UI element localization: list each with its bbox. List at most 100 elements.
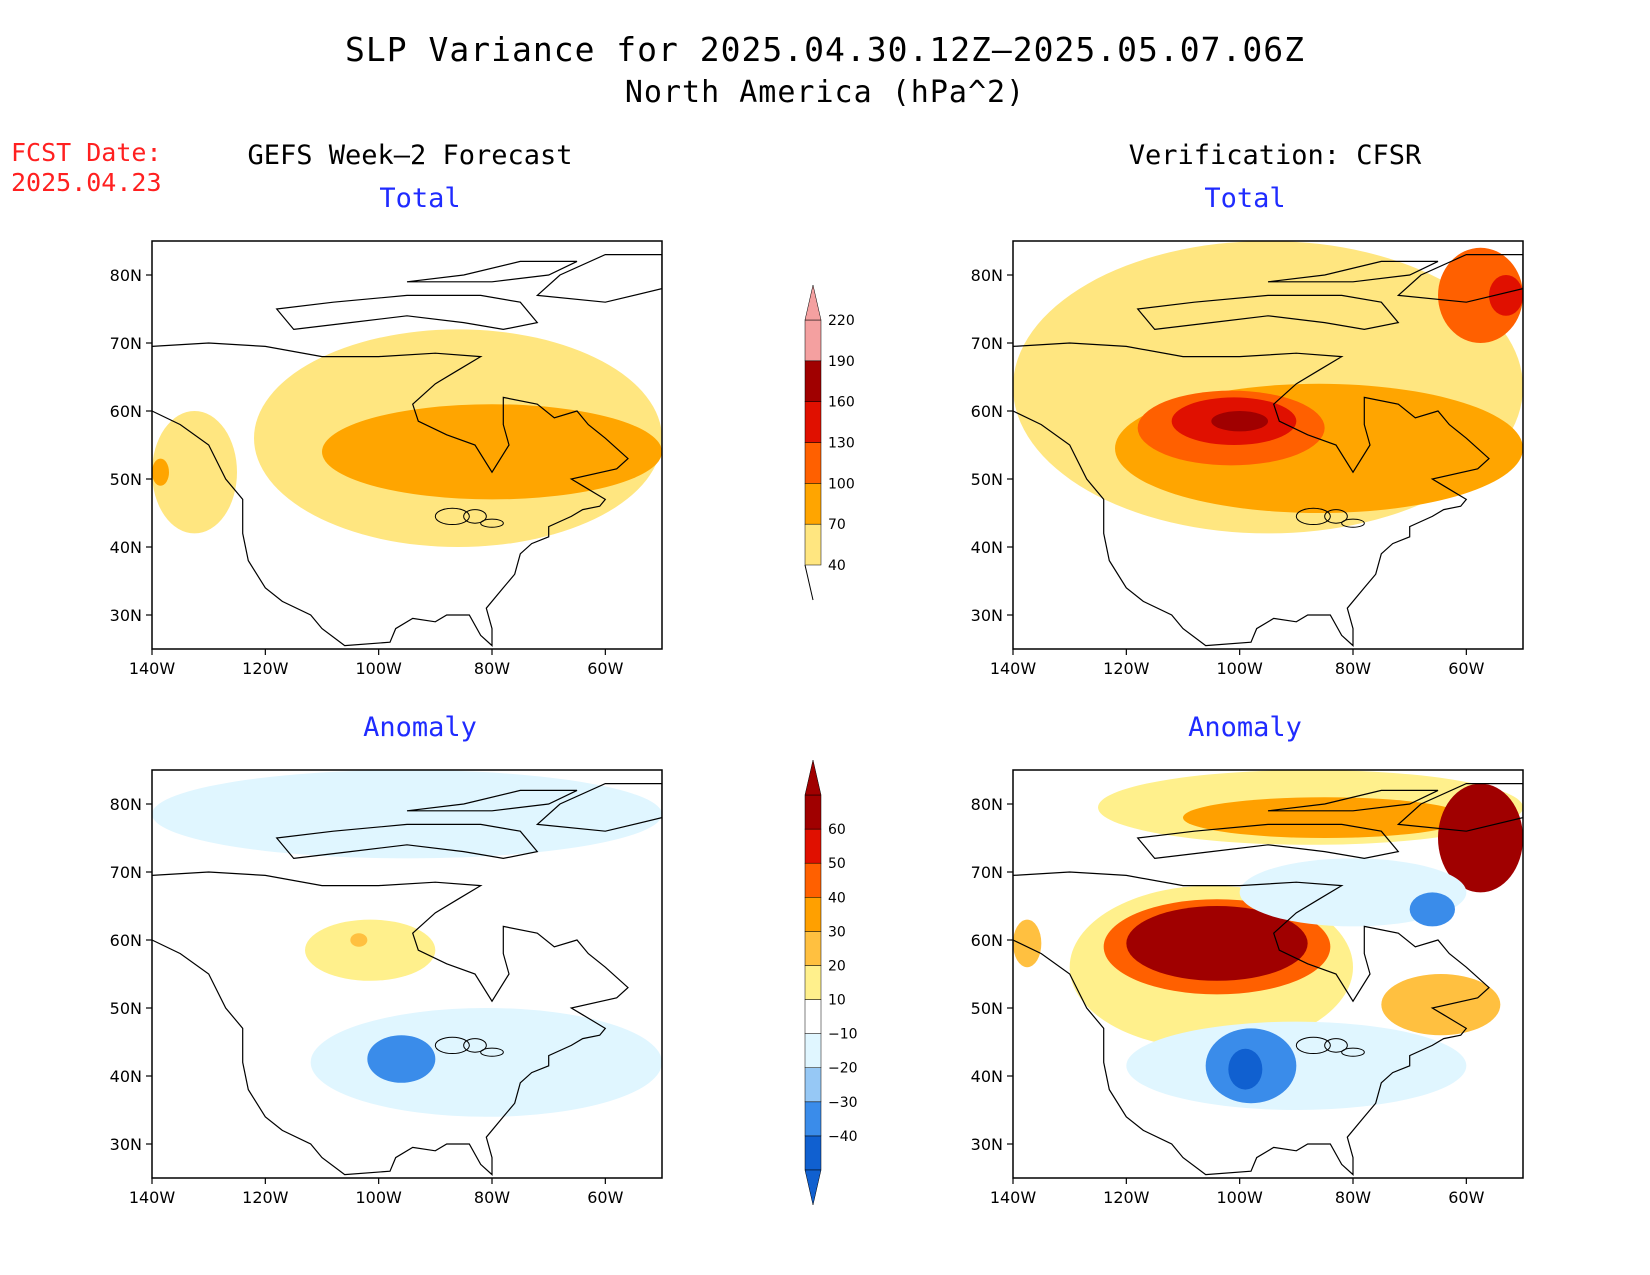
colorbar-anomaly-label: 10 — [828, 993, 846, 1009]
colorbar-total-label: 190 — [828, 354, 855, 370]
x-tick-label: 140W — [990, 1188, 1037, 1207]
colorbar-segment — [804, 862, 822, 898]
colorbar-anomaly-label: −10 — [828, 1027, 858, 1043]
island-outline — [275, 823, 539, 860]
region-level--10 — [1126, 1021, 1467, 1110]
y-tick-label: 60N — [971, 931, 1003, 950]
y-tick-label: 40N — [971, 538, 1003, 557]
colorbar-segment — [804, 897, 822, 932]
colorbar-anomaly: −40 −30 −20 −10 10 20 30 40 50 60 — [804, 759, 858, 1206]
panel-title-forecast-anomaly: Anomaly — [363, 712, 477, 743]
panel-forecast-anomaly: 140W 120W 100W 80W 60W 30N 40N 50N 60N 70N 80N — [110, 769, 663, 1207]
panel-title-verification-total: Total — [1204, 183, 1286, 214]
shaded-regions — [152, 241, 662, 649]
region-level--20 — [367, 1035, 436, 1083]
y-tick-label: 60N — [110, 402, 142, 421]
region-level-60 — [1438, 783, 1523, 893]
island-outline — [1267, 789, 1439, 812]
colorbar-total-label: 100 — [828, 476, 855, 492]
x-tick-label: 100W — [355, 659, 402, 678]
left-column-title: GEFS Week–2 Forecast — [247, 140, 573, 171]
region-level--30 — [1228, 1048, 1263, 1090]
colorbar-segment — [804, 965, 822, 1000]
colorbar-top-arrow — [804, 759, 822, 796]
y-tick-label: 70N — [110, 334, 142, 353]
colorbar-segment — [804, 1033, 822, 1068]
x-tick-label: 80W — [474, 659, 510, 678]
region-level--20 — [1409, 892, 1456, 927]
x-tick-label: 80W — [474, 1188, 510, 1207]
region-level--10 — [310, 1008, 662, 1117]
x-tick-label: 60W — [587, 1188, 623, 1207]
lake-outline — [480, 518, 504, 528]
x-tick-label: 80W — [1335, 659, 1371, 678]
y-tick-label: 60N — [110, 931, 142, 950]
colorbar-top-arrow — [804, 284, 822, 321]
chart-subtitle: North America (hPa^2) — [624, 75, 1026, 110]
panel-title-verification-anomaly: Anomaly — [1188, 712, 1302, 743]
region-level--10 — [1239, 858, 1467, 927]
x-tick-label: 60W — [587, 659, 623, 678]
lake-outline — [1295, 1036, 1331, 1055]
region-level-70 — [152, 458, 169, 486]
y-tick-label: 40N — [110, 1067, 142, 1086]
right-column-title: Verification: CFSR — [1128, 140, 1422, 171]
y-tick-label: 50N — [110, 999, 142, 1018]
y-tick-label: 50N — [971, 999, 1003, 1018]
x-tick-label: 80W — [1335, 1188, 1371, 1207]
colorbar-total-label: 220 — [828, 313, 855, 329]
lake-outline — [463, 1038, 487, 1053]
region-level-20 — [1381, 974, 1501, 1036]
colorbar-segment — [804, 442, 822, 484]
lake-outline — [1341, 518, 1365, 528]
shaded-regions — [152, 770, 662, 1178]
colorbar-segment — [804, 523, 822, 566]
island-outline — [1136, 294, 1400, 331]
island-outline — [406, 789, 578, 812]
island-outline — [535, 254, 662, 303]
x-tick-label: 140W — [129, 1188, 176, 1207]
y-tick-label: 50N — [971, 470, 1003, 489]
x-tick-label: 120W — [242, 659, 289, 678]
x-tick-label: 100W — [355, 1188, 402, 1207]
colorbar-segment — [804, 931, 822, 966]
island-outline — [275, 294, 539, 331]
y-tick-label: 40N — [110, 538, 142, 557]
colorbar-segment — [804, 828, 822, 864]
lake-outline — [463, 509, 487, 524]
x-tick-label: 120W — [1103, 1188, 1150, 1207]
x-tick-label: 120W — [242, 1188, 289, 1207]
lake-outline — [480, 1047, 504, 1057]
lake-outline — [1295, 507, 1331, 526]
forecast-date-label: FCST Date: — [11, 138, 162, 167]
colorbar-total-label: 160 — [828, 395, 855, 411]
region-level-130 — [1489, 275, 1523, 316]
colorbar-anomaly-label: 40 — [828, 890, 846, 906]
lake-outline — [434, 507, 470, 526]
y-tick-label: 70N — [110, 863, 142, 882]
colorbar-total-label: 40 — [828, 558, 846, 574]
region-level-20 — [350, 933, 368, 947]
island-outline — [535, 783, 662, 832]
coastline — [1013, 871, 1490, 1176]
y-tick-label: 60N — [971, 402, 1003, 421]
x-tick-label: 120W — [1103, 659, 1150, 678]
plot-frame — [1012, 240, 1524, 650]
island-outline — [1396, 783, 1523, 832]
colorbar-total-label: 70 — [828, 517, 846, 533]
y-tick-label: 30N — [971, 1135, 1003, 1154]
forecast-date: FCST Date: 2025.04.23 — [11, 138, 162, 198]
y-tick-label: 70N — [971, 334, 1003, 353]
colorbar-anomaly-label: 50 — [828, 856, 846, 872]
y-tick-label: 80N — [971, 795, 1003, 814]
shaded-regions — [1013, 770, 1523, 1178]
y-tick-label: 80N — [971, 266, 1003, 285]
chart-title: SLP Variance for 2025.04.30.12Z–2025.05.… — [345, 30, 1305, 69]
lake-outline — [1324, 1038, 1348, 1053]
x-tick-label: 100W — [1216, 659, 1263, 678]
x-tick-label: 140W — [990, 659, 1037, 678]
y-tick-label: 40N — [971, 1067, 1003, 1086]
y-tick-label: 30N — [110, 606, 142, 625]
island-outline — [1136, 823, 1400, 860]
colorbar-segment — [804, 401, 822, 443]
